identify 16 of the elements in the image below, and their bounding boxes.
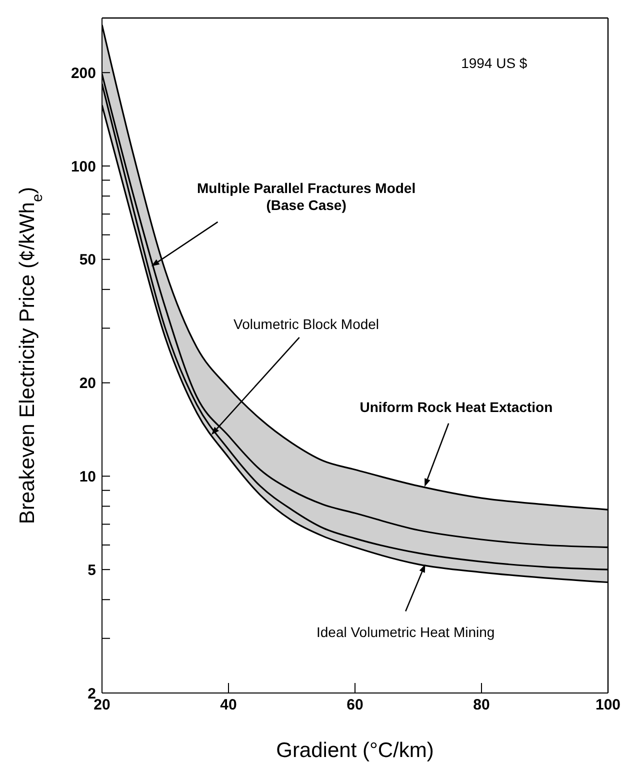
x-tick-label: 80	[473, 696, 490, 714]
y-tick-label: 200	[70, 64, 96, 82]
x-tick-label: 60	[346, 696, 364, 714]
annotation: Volumetric Block Model	[234, 316, 380, 332]
y-tick-label: 20	[79, 375, 96, 392]
annotation: 1994 US $	[461, 54, 528, 71]
x-tick-label: 100	[595, 696, 621, 714]
x-tick-label: 40	[220, 696, 237, 714]
annotation: Multiple Parallel Fractures Model (Base Case)	[196, 180, 416, 214]
y-tick-label: 10	[79, 468, 96, 486]
annotation: Uniform Rock Heat Extaction	[360, 399, 553, 416]
x-axis-title: Gradient (°C/km)	[276, 739, 434, 762]
annotation: Ideal Volumetric Heat Mining	[316, 624, 495, 640]
y-tick-label: 100	[70, 158, 96, 176]
y-tick-label: 50	[79, 252, 96, 269]
y-tick-label: 5	[88, 562, 96, 579]
